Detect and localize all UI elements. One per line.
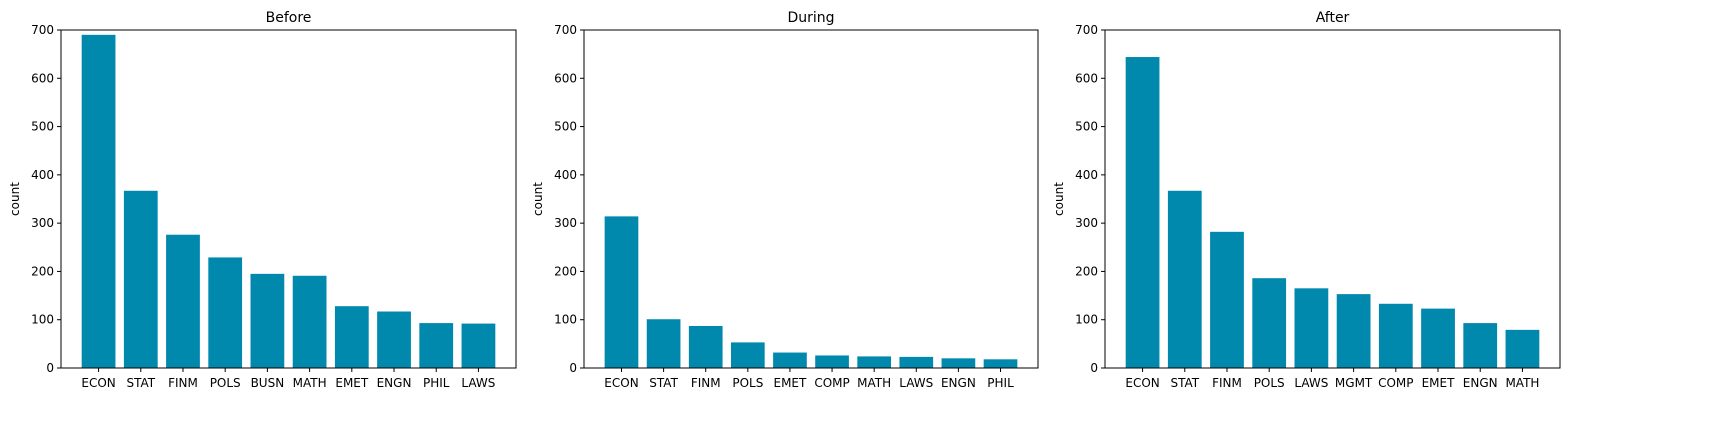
x-tick-label: EMET [1422,376,1456,390]
x-tick-label: STAT [126,376,155,390]
x-tick-label: MGMT [1335,376,1373,390]
y-tick-label: 500 [1075,120,1098,134]
x-tick-label: POLS [732,376,763,390]
bar-econ [604,216,639,368]
bar-engn [941,358,976,368]
y-axis-label: count [531,182,545,216]
x-tick-label: BUSN [251,376,285,390]
y-tick-label: 300 [554,216,577,230]
bar-laws [899,356,934,368]
y-tick-label: 300 [31,216,54,230]
x-tick-label: ENGN [941,376,976,390]
x-tick-label: LAWS [461,376,495,390]
y-tick-label: 0 [1090,361,1098,375]
bar-finm [166,234,200,368]
bar-emet [1421,308,1455,368]
x-tick-label: POLS [210,376,241,390]
panel-title: After [1316,10,1350,26]
y-tick-label: 100 [1075,313,1098,327]
x-tick-label: ENGN [1463,376,1498,390]
x-tick-label: ENGN [377,376,412,390]
x-tick-label: EMET [335,376,369,390]
x-tick-label: ECON [81,376,115,390]
plot-frame [583,29,1039,369]
bar-stat [646,319,681,368]
bar-finm [1210,231,1244,368]
panel-before: Before count ECON STAT FINM POLS BUSN MATH EME… [8,10,517,390]
bar-busn [250,273,285,368]
x-tick-label: ECON [1125,376,1159,390]
x-tick-label: STAT [1170,376,1199,390]
y-tick-label: 200 [31,264,54,278]
x-tick-label: PHIL [987,376,1014,390]
y-tick-label: 200 [554,264,577,278]
x-tick-label: COMP [814,376,849,390]
bar-phil [419,323,454,368]
x-tick-label: MATH [857,376,891,390]
y-tick-label: 100 [31,313,54,327]
bar-stat [1167,190,1202,368]
y-tick-label: 400 [554,168,577,182]
bar-emet [773,352,807,368]
y-tick-label: 400 [1075,168,1098,182]
bar-pols [208,257,243,368]
x-tick-label: FINM [168,376,198,390]
bar-comp [1378,303,1413,368]
bar-econ [1125,57,1160,368]
y-axis-label: count [8,182,22,216]
y-tick-label: 0 [569,361,577,375]
bar-finm [688,325,723,368]
y-tick-label: 600 [554,71,577,85]
panel-title: Before [266,10,312,26]
y-tick-label: 500 [31,120,54,134]
bar-emet [334,306,369,368]
bar-math [292,275,327,368]
y-tick-label: 0 [46,361,54,375]
x-tick-label: LAWS [899,376,933,390]
x-tick-label: MATH [1505,376,1539,390]
x-tick-label: COMP [1378,376,1413,390]
x-tick-label: EMET [774,376,808,390]
y-tick-label: 700 [554,23,577,37]
bar-laws [1294,288,1329,368]
y-tick-label: 500 [554,120,577,134]
x-tick-label: FINM [1212,376,1242,390]
panel-during: During count ECON STAT FINM POLS EMET COMP MAT… [531,10,1039,390]
y-tick-label: 300 [1075,216,1098,230]
bar-engn [377,311,411,368]
x-tick-label: ECON [604,376,638,390]
plot-frame [60,29,517,369]
x-tick-label: STAT [649,376,678,390]
y-tick-label: 400 [31,168,54,182]
bar-mgmt [1336,294,1371,368]
y-tick-label: 200 [1075,264,1098,278]
bar-pols [730,342,765,368]
plot-frame [1104,29,1561,369]
bar-comp [815,355,849,368]
bar-phil [983,359,1018,368]
x-tick-label: PHIL [423,376,450,390]
x-tick-label: POLS [1254,376,1285,390]
y-tick-label: 600 [31,71,54,85]
bar-laws [461,323,496,368]
y-tick-label: 700 [31,23,54,37]
panel-title: During [787,10,834,26]
bar-math [857,356,892,368]
bar-math [1505,329,1540,368]
bar-stat [123,190,158,368]
bar-pols [1252,278,1287,368]
panel-after: After count ECON STAT FINM POLS LAWS MGMT COMP… [1052,10,1561,390]
y-tick-label: 700 [1075,23,1098,37]
y-tick-label: 100 [554,313,577,327]
x-tick-label: FINM [691,376,721,390]
x-tick-label: LAWS [1294,376,1328,390]
bar-econ [81,34,116,368]
bar-engn [1463,323,1498,368]
y-tick-label: 600 [1075,71,1098,85]
y-axis-label: count [1052,182,1066,216]
x-tick-label: MATH [293,376,327,390]
